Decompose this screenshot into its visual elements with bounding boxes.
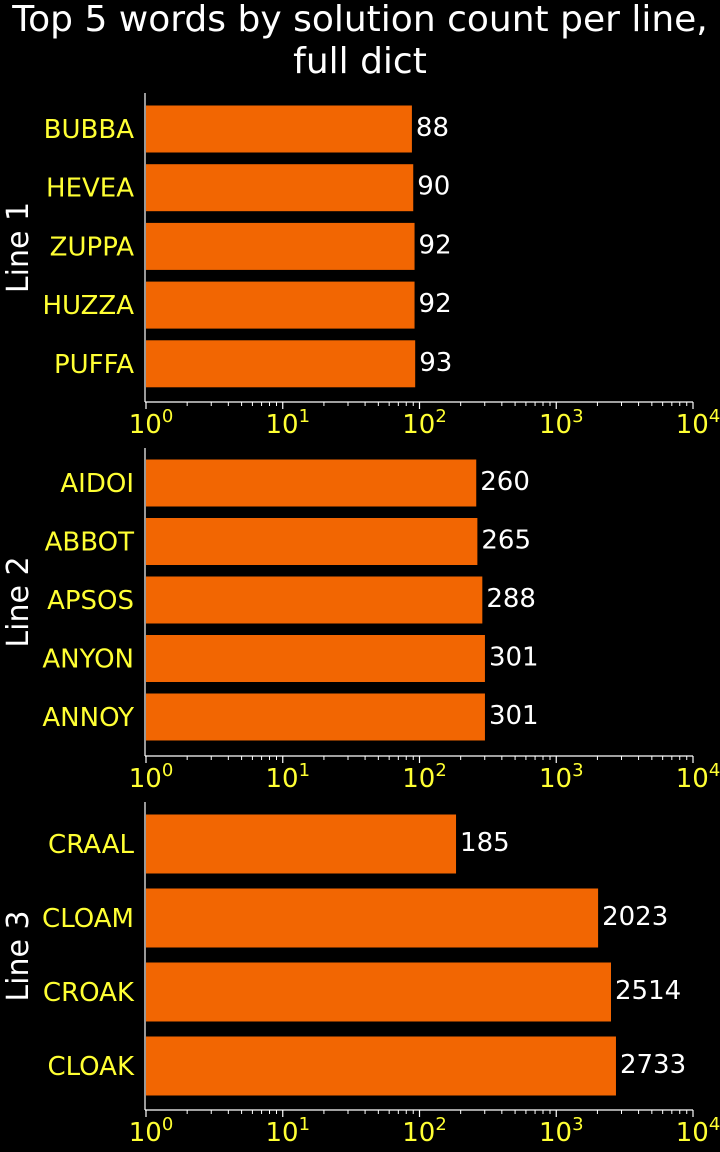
x-tick-label: 102 (402, 1114, 447, 1148)
value-label-craal: 185 (460, 828, 510, 858)
x-tick-label: 103 (539, 1114, 584, 1148)
x-tick-label: 102 (402, 406, 447, 440)
value-label-cloak: 2733 (620, 1050, 686, 1080)
bar-apsos (146, 576, 483, 624)
x-tick-label: 104 (676, 760, 720, 794)
category-label-craal: CRAAL (48, 830, 134, 860)
category-label-apsos: APSOS (47, 586, 134, 616)
category-label-bubba: BUBBA (44, 115, 135, 145)
bar-abbot (146, 518, 478, 565)
category-label-anyon: ANYON (42, 645, 134, 675)
bar-cloam (146, 888, 599, 948)
category-label-croak: CROAK (43, 978, 135, 1008)
category-label-huzza: HUZZA (42, 291, 134, 321)
x-tick-label: 100 (129, 1114, 174, 1148)
chart-title-line-1: Top 5 words by solution count per line, (12, 0, 708, 40)
bar-croak (146, 962, 611, 1022)
bar-craal (146, 814, 457, 874)
x-tick-label: 104 (676, 406, 720, 440)
bar-puffa (146, 340, 416, 388)
x-tick-label: 104 (676, 1114, 720, 1148)
category-label-hevea: HEVEA (46, 174, 134, 204)
value-label-cloam: 2023 (602, 902, 668, 932)
chart-title-line-2: full dict (293, 41, 427, 82)
value-label-puffa: 93 (419, 348, 452, 378)
x-tick-label: 100 (129, 760, 174, 794)
bar-aidoi (146, 459, 477, 507)
bar-hevea (146, 164, 414, 212)
x-tick-label: 103 (539, 406, 584, 440)
bar-bubba (146, 105, 412, 153)
category-label-cloam: CLOAM (42, 904, 134, 934)
x-tick-label: 100 (129, 406, 174, 440)
value-label-croak: 2514 (615, 976, 681, 1006)
x-tick-label: 101 (265, 1114, 310, 1148)
x-tick-label: 101 (265, 406, 310, 440)
y-axis-label-line-2: Line 2 (1, 556, 36, 647)
category-label-zuppa: ZUPPA (50, 232, 135, 262)
category-label-puffa: PUFFA (54, 350, 134, 380)
category-label-aidoi: AIDOI (60, 469, 134, 499)
value-label-huzza: 92 (419, 289, 452, 319)
value-label-abbot: 265 (481, 526, 531, 556)
y-axis-label-line-1: Line 1 (1, 202, 36, 293)
value-label-anyon: 301 (489, 643, 539, 673)
bar-zuppa (146, 222, 415, 270)
x-tick-label: 101 (265, 760, 310, 794)
bar-cloak (146, 1036, 616, 1096)
value-label-bubba: 88 (416, 113, 449, 143)
bar-annoy (146, 693, 485, 741)
value-label-aidoi: 260 (480, 467, 530, 497)
x-tick-label: 103 (539, 760, 584, 794)
value-label-zuppa: 92 (419, 230, 452, 260)
bar-huzza (146, 281, 415, 329)
category-label-abbot: ABBOT (45, 528, 134, 558)
x-tick-label: 102 (402, 760, 447, 794)
value-label-hevea: 90 (417, 172, 450, 202)
category-label-annoy: ANNOY (42, 703, 134, 733)
bar-anyon (146, 635, 485, 682)
value-label-annoy: 301 (489, 701, 539, 731)
category-label-cloak: CLOAK (47, 1052, 135, 1082)
value-label-apsos: 288 (486, 584, 536, 614)
y-axis-label-line-3: Line 3 (1, 910, 36, 1001)
